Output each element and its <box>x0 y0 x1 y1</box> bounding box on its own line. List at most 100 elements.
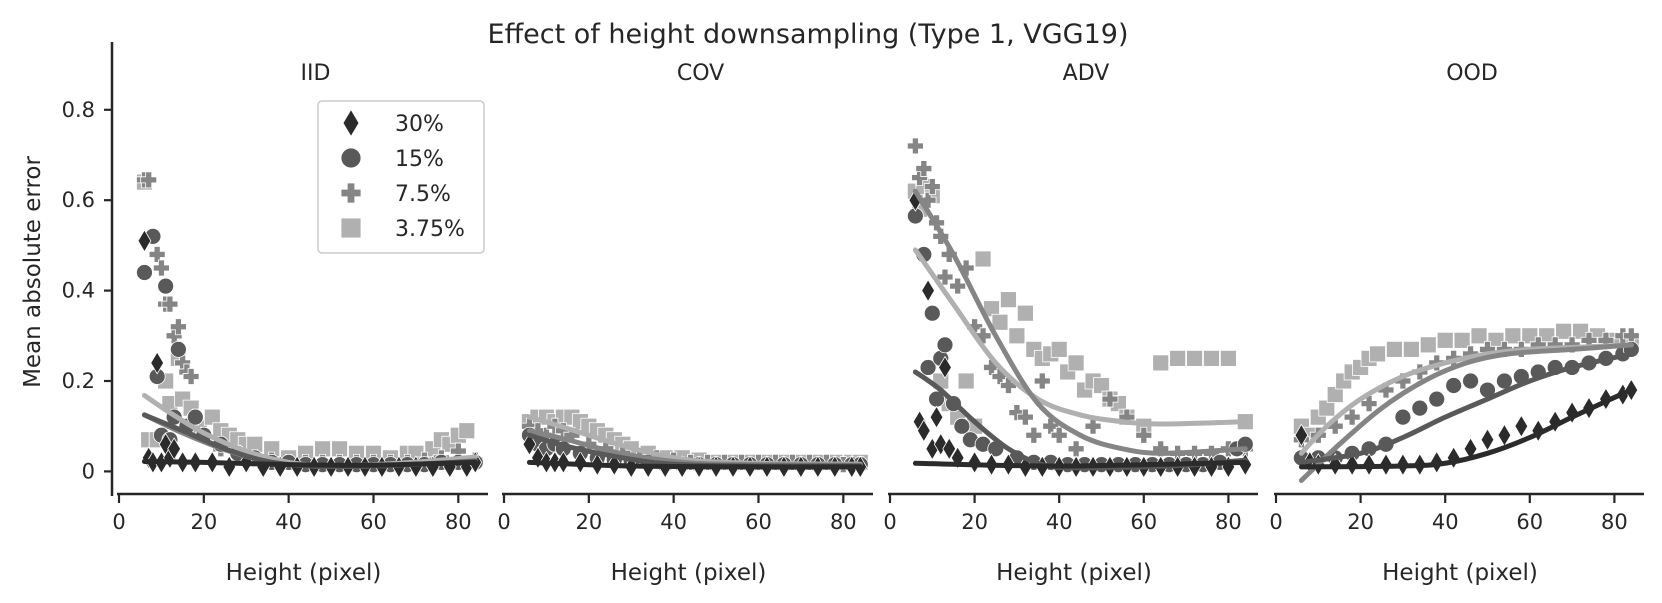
x-tick-label: 20 <box>1347 510 1374 534</box>
y-axis: 0 0.2 0.4 0.6 0.8 <box>62 42 114 496</box>
data-point <box>1419 336 1437 354</box>
legend-item: 3.75% <box>340 217 465 242</box>
data-point <box>1203 349 1220 367</box>
x-tick-label: 0 <box>497 510 510 534</box>
fit-line-30% <box>526 459 863 470</box>
data-point <box>186 408 204 426</box>
legend-item: 15% <box>340 147 444 172</box>
data-point <box>1445 377 1463 394</box>
data-point <box>974 250 992 268</box>
data-point <box>1152 354 1170 372</box>
legend-marker <box>342 108 360 138</box>
legend-marker <box>340 147 362 169</box>
data-point <box>919 359 937 376</box>
data-point <box>921 279 935 303</box>
data-point <box>458 422 476 440</box>
y-tick-label: 0.2 <box>62 369 95 393</box>
x-tick-label: 60 <box>745 510 772 534</box>
data-point <box>1546 336 1564 354</box>
data-point <box>942 437 957 461</box>
data-point <box>1428 390 1446 408</box>
panel-adv: ADV 0 20 40 60 80 Height (pixel) <box>883 61 1258 586</box>
x-tick-label: 40 <box>1432 510 1459 534</box>
x-tick-label: 60 <box>360 510 387 534</box>
data-point <box>1470 327 1488 345</box>
data-point <box>1152 440 1170 458</box>
fit-line-7.5% <box>912 188 1248 456</box>
y-tick-label: 0.8 <box>62 98 95 122</box>
data-point <box>1067 440 1085 458</box>
data-point <box>938 355 952 380</box>
data-point <box>1294 423 1309 447</box>
x-axis-label: Height (pixel) <box>1382 560 1538 586</box>
data-point <box>150 351 165 375</box>
data-point <box>203 408 221 426</box>
x-tick-label: 0 <box>1269 510 1282 534</box>
data-point <box>1008 404 1026 422</box>
data-point <box>1318 399 1336 417</box>
data-point <box>1084 417 1102 435</box>
x-tick-label: 20 <box>961 510 988 534</box>
data-point <box>1186 349 1203 367</box>
data-point <box>1563 336 1581 354</box>
data-point <box>169 318 187 336</box>
data-point <box>1538 327 1556 345</box>
data-point <box>1050 340 1068 358</box>
data-point <box>1369 345 1386 363</box>
data-point <box>1462 372 1479 390</box>
data-point <box>915 160 933 177</box>
panel-ood: OOD 0 20 40 60 80 Height (pixel) <box>1269 61 1644 586</box>
data-point <box>1565 401 1579 425</box>
data-point <box>991 313 1009 331</box>
data-point <box>522 432 537 456</box>
y-axis-label: Mean absolute error <box>20 156 46 388</box>
fit-line-3.75% <box>912 247 1248 427</box>
data-point <box>949 277 967 295</box>
data-point <box>906 137 924 155</box>
data-point <box>936 336 954 354</box>
data-point <box>957 372 975 390</box>
x-tick-label: 80 <box>445 510 472 534</box>
fit-line-30% <box>1298 387 1634 470</box>
x-tick-label: 0 <box>112 510 125 534</box>
data-point <box>169 340 187 358</box>
data-point <box>161 295 179 313</box>
legend: 30% 15% 7.5% 3.75% <box>317 100 485 254</box>
series-points-3.75% <box>906 178 1254 435</box>
x-tick-label: 0 <box>883 510 896 534</box>
data-point <box>1446 446 1461 470</box>
data-point <box>950 446 965 470</box>
figure-title: Effect of height downsampling (Type 1, V… <box>488 19 1129 50</box>
data-point <box>1000 377 1017 394</box>
legend-marker <box>340 217 362 239</box>
legend-label: 7.5% <box>395 182 451 207</box>
legend-label: 15% <box>395 147 444 172</box>
x-tick-label: 40 <box>275 510 302 534</box>
x-tick-label: 20 <box>190 510 217 534</box>
x-axis-label: Height (pixel) <box>611 560 767 586</box>
x-tick-label: 60 <box>1516 510 1543 534</box>
data-point <box>157 277 175 295</box>
data-point <box>1326 386 1344 403</box>
y-tick-label: 0.6 <box>62 188 95 212</box>
data-point <box>1008 327 1026 345</box>
data-point <box>923 304 941 322</box>
panel-title: ADV <box>1063 61 1110 86</box>
legend-item: 30% <box>342 108 444 138</box>
data-point <box>1531 419 1546 443</box>
data-point <box>916 419 931 443</box>
data-point <box>1219 349 1237 367</box>
data-point <box>153 259 170 277</box>
data-point <box>1514 414 1529 438</box>
data-point <box>1169 349 1187 367</box>
panel-iid: IID 0 20 40 60 80 Height (pixel) <box>112 61 488 586</box>
data-point <box>1016 304 1034 322</box>
data-point <box>1067 354 1085 372</box>
x-tick-label: 80 <box>1601 510 1628 534</box>
data-point <box>531 446 545 470</box>
data-point <box>1025 426 1043 444</box>
fit-line-30% <box>912 459 1248 469</box>
y-tick-label: 0.4 <box>62 279 95 303</box>
x-tick-label: 20 <box>575 510 602 534</box>
panel-cov: COV 0 20 40 60 80 Height (pixel) <box>497 61 873 586</box>
